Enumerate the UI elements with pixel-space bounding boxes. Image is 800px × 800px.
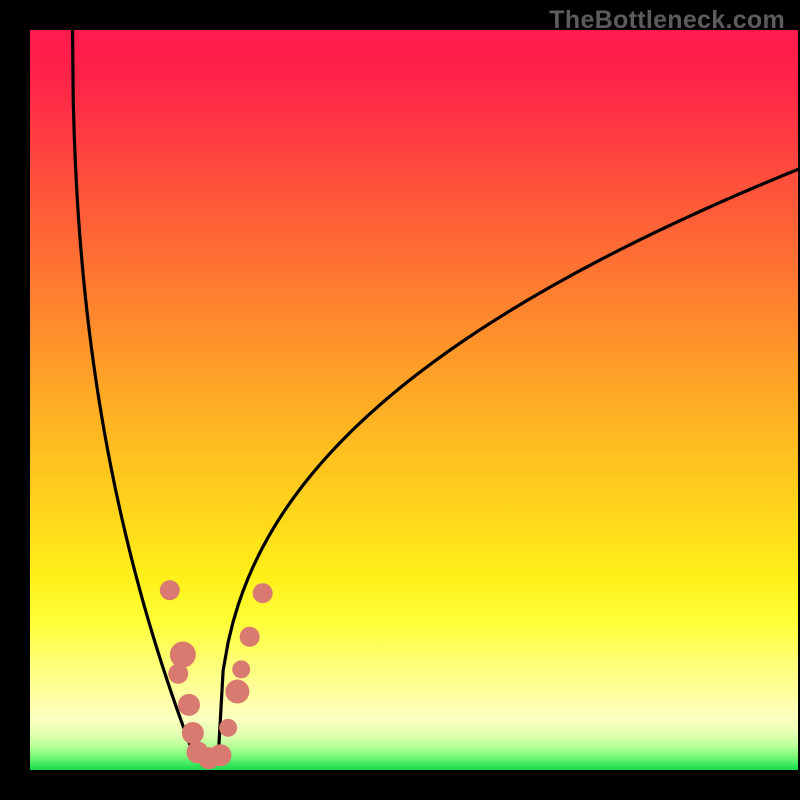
data-point: [209, 744, 231, 766]
data-point: [178, 694, 200, 716]
data-point: [225, 680, 249, 704]
chart-frame: TheBottleneck.com: [0, 0, 800, 800]
frame-border-bottom: [0, 770, 800, 800]
data-point: [160, 580, 180, 600]
data-point: [232, 660, 250, 678]
data-point: [240, 627, 260, 647]
data-point: [253, 583, 273, 603]
frame-border-left: [0, 0, 30, 800]
plot-svg: [30, 30, 798, 770]
data-point: [170, 642, 196, 668]
data-point: [219, 719, 237, 737]
data-point: [182, 722, 204, 744]
gradient-background: [30, 30, 798, 770]
data-point: [168, 664, 188, 684]
plot-area: [30, 30, 798, 770]
watermark-text: TheBottleneck.com: [549, 6, 785, 35]
